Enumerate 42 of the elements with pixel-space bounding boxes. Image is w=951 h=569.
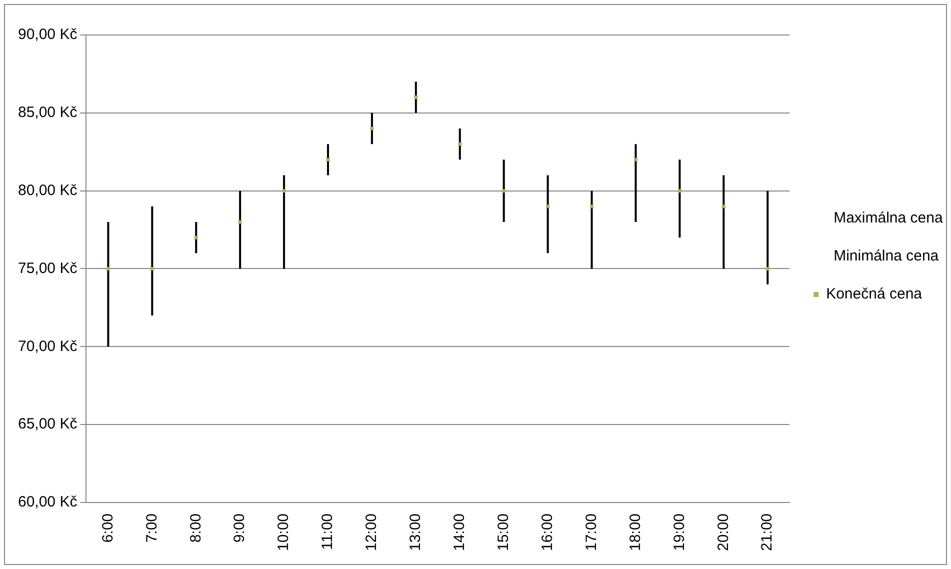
- x-tick-label: 18:00: [626, 513, 644, 552]
- x-tick-label: 19:00: [670, 513, 688, 552]
- y-tick-label: 80,00 Kč: [18, 182, 78, 199]
- x-tick-label: 7:00: [143, 513, 160, 543]
- point: [590, 204, 594, 208]
- point: [150, 266, 154, 270]
- x-tick-label: 13:00: [407, 513, 424, 552]
- point: [370, 126, 374, 130]
- x-tick-label: 8:00: [187, 513, 204, 543]
- legend-label: Konečná cena: [826, 286, 923, 303]
- x-tick-label: 12:00: [363, 513, 380, 552]
- point: [458, 142, 462, 146]
- x-tick-label: 17:00: [582, 513, 600, 552]
- point: [414, 96, 418, 100]
- y-tick-label: 90,00 Kč: [18, 26, 78, 44]
- point: [546, 204, 550, 208]
- point: [722, 204, 726, 208]
- y-tick-label: 85,00 Kč: [18, 104, 78, 122]
- point: [678, 189, 682, 193]
- point: [326, 158, 330, 162]
- point: [282, 189, 286, 193]
- y-tick-label: 60,00 Kč: [18, 494, 78, 511]
- x-tick-label: 20:00: [714, 513, 732, 552]
- point: [634, 158, 638, 162]
- point: [106, 266, 110, 270]
- x-tick-label: 14:00: [451, 513, 468, 552]
- point: [238, 220, 242, 224]
- x-tick-label: 9:00: [231, 513, 248, 543]
- text: Minimálna cena: [834, 248, 940, 265]
- text: Maximálna cena: [834, 210, 944, 227]
- x-tick-label: 21:00: [758, 513, 776, 552]
- point: [766, 266, 770, 270]
- point: [194, 236, 198, 240]
- x-tick-label: 11:00: [319, 513, 336, 550]
- y-tick-label: 75,00 Kč: [18, 260, 78, 277]
- x-tick-label: 15:00: [494, 513, 512, 552]
- x-tick-label: 16:00: [538, 513, 556, 552]
- y-tick-label: 70,00 Kč: [18, 338, 78, 355]
- x-tick-label: 10:00: [275, 513, 292, 552]
- y-tick-label: 65,00 Kč: [18, 416, 78, 433]
- point: [502, 189, 506, 193]
- x-tick-label: 6:00: [99, 513, 116, 543]
